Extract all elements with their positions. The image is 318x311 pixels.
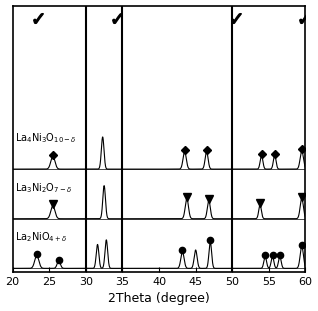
X-axis label: 2Theta (degree): 2Theta (degree)	[108, 292, 210, 305]
Text: La$_4$Ni$_3$O$_{10-\delta}$: La$_4$Ni$_3$O$_{10-\delta}$	[15, 132, 76, 145]
Text: La$_3$Ni$_2$O$_{7-\delta}$: La$_3$Ni$_2$O$_{7-\delta}$	[15, 181, 72, 195]
Text: La$_2$NiO$_{4+\delta}$: La$_2$NiO$_{4+\delta}$	[15, 231, 67, 244]
